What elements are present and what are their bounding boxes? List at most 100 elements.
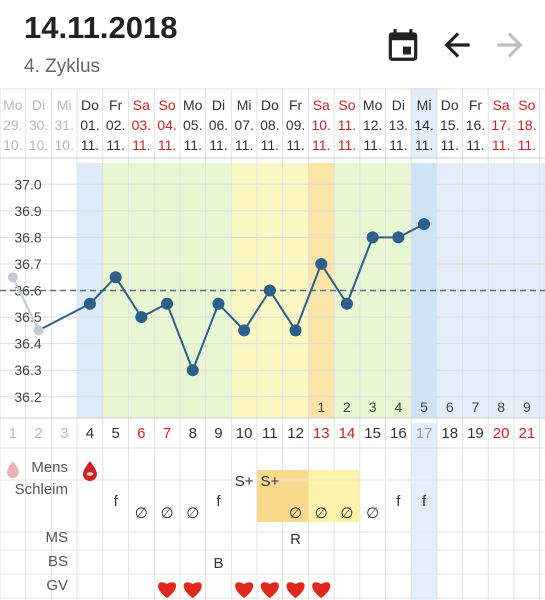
day-header-column[interactable]: Mo 12. 11. [363,97,383,153]
date-label: 06. [209,117,228,133]
day-header-column[interactable]: Mo 29. 10. [3,97,23,153]
month-label: 10. [55,137,74,153]
temperature-point[interactable] [315,257,328,270]
arrow-back-icon[interactable] [438,26,476,64]
previous-temperature-point[interactable] [33,325,44,336]
weekday-label: Mo [183,97,203,113]
symptom-entry: R [290,531,301,548]
day-header-column[interactable]: So 04. 11. [157,97,176,153]
temp-axis-label: 36.5 [14,309,41,325]
temperature-point[interactable] [161,297,174,310]
temp-axis-label: 36.7 [14,256,41,272]
temperature-point[interactable] [109,271,122,284]
day-header-column[interactable]: Fr 09. 11. [286,97,305,153]
cycle-day-number: 7 [163,425,171,442]
day-header-column[interactable]: Di 06. 11. [209,97,228,153]
day-header-column[interactable]: Mo 05. 11. [183,97,203,153]
cycle-day-number: 14 [339,425,356,442]
weekday-label: Fr [469,97,483,113]
month-label: 11. [209,137,227,153]
day-header-column[interactable]: Do 01. 11. [80,97,99,153]
cycle-day-number: 11 [262,425,278,442]
day-header-column[interactable]: Sa 03. 11. [132,97,151,153]
month-label: 11. [184,137,202,153]
day-header-column[interactable]: So 18. 11. [517,97,536,153]
date-label: 05. [183,117,202,133]
month-label: 11. [286,137,304,153]
previous-temperature-point[interactable] [7,272,18,283]
previous-cycle-line [11,276,40,331]
cycle-day-number: 15 [364,425,381,442]
blood-drop-icon [82,461,97,482]
cycle-day-number: 18 [441,425,458,442]
date-label: 30. [29,117,48,133]
day-header-column[interactable]: Do 08. 11. [260,97,279,153]
date-label: 09. [286,117,305,133]
temperature-point[interactable] [366,231,379,244]
phase-number: 4 [394,399,402,415]
day-header-column[interactable]: Di 30. 10. [29,97,48,153]
temperature-point[interactable] [135,311,148,324]
temperature-point[interactable] [83,297,96,310]
heart-icon [260,582,279,598]
symptom-entry: ∅ [366,505,379,522]
symptom-label: BS [48,553,68,570]
arrow-forward-icon[interactable] [491,26,529,64]
symptom-label: MS [46,529,69,546]
month-label: 11. [312,137,330,153]
day-header-column[interactable]: Mi 14. 11. [411,88,437,158]
month-label: 10. [3,137,22,153]
weekday-label: Do [81,97,99,113]
day-header-column[interactable]: Do 15. 11. [440,97,459,153]
weekday-label: Mi [57,97,72,113]
month-label: 11. [261,137,279,153]
previous-blood-drop-icon [6,461,19,478]
temp-axis-label: 36.3 [14,362,41,378]
temperature-line-segment [38,302,91,332]
date-label: 03. [132,117,151,133]
day-header-column[interactable]: So 11. 11. [338,97,356,153]
month-label: 11. [132,137,150,153]
temp-axis-label: 37.0 [14,176,41,192]
heart-icon [312,582,331,598]
weekday-label: So [158,97,175,113]
day-header-column[interactable]: Mi 07. 11. [234,97,253,153]
temperature-point[interactable] [238,324,251,337]
phase-number: 2 [343,399,351,415]
month-label: 11. [158,137,176,153]
page-title: 14.11.2018 [24,10,178,45]
day-header-column[interactable]: Sa 10. 11. [312,97,331,153]
day-header-column[interactable]: Sa 17. 11. [491,97,510,153]
weekday-label: Mo [3,97,23,113]
date-label: 11. [338,117,356,133]
temperature-point[interactable] [212,297,225,310]
today-column-highlight [411,423,437,600]
day-header-column[interactable]: Mi 31. 10. [55,97,74,153]
temperature-point[interactable] [418,218,431,231]
cycle-day-number: 1 [9,425,17,442]
calendar-icon[interactable] [384,26,422,64]
phase-number: 5 [420,399,428,415]
cycle-day-number: 9 [214,425,222,442]
temperature-point[interactable] [392,231,405,244]
date-label: 08. [260,117,279,133]
month-label: 11. [235,137,253,153]
symptom-entry: f [114,493,119,510]
month-label: 11. [492,137,510,153]
temperature-point[interactable] [263,284,276,297]
temperature-point[interactable] [186,364,199,377]
temp-axis-label: 36.2 [14,389,41,405]
date-label: 12. [363,117,382,133]
day-header-column[interactable]: Di 13. 11. [389,97,408,153]
cycle-chart[interactable]: Mo 29. 10. Di 30. 10. Mi 31. 10. Do 01. 11. Fr 02. 11.… [0,88,545,600]
month-label: 11. [389,137,407,153]
mucus-highlight-orange [257,470,309,522]
day-header-column[interactable]: Fr 16. 11. [466,97,485,153]
month-label: 11. [415,137,433,153]
day-header-column[interactable]: Fr 02. 11. [106,97,125,153]
phase-number: 1 [317,399,325,415]
heart-icon [157,582,177,598]
temperature-point[interactable] [340,297,353,310]
weekday-label: So [338,97,355,113]
temperature-point[interactable] [289,324,302,337]
